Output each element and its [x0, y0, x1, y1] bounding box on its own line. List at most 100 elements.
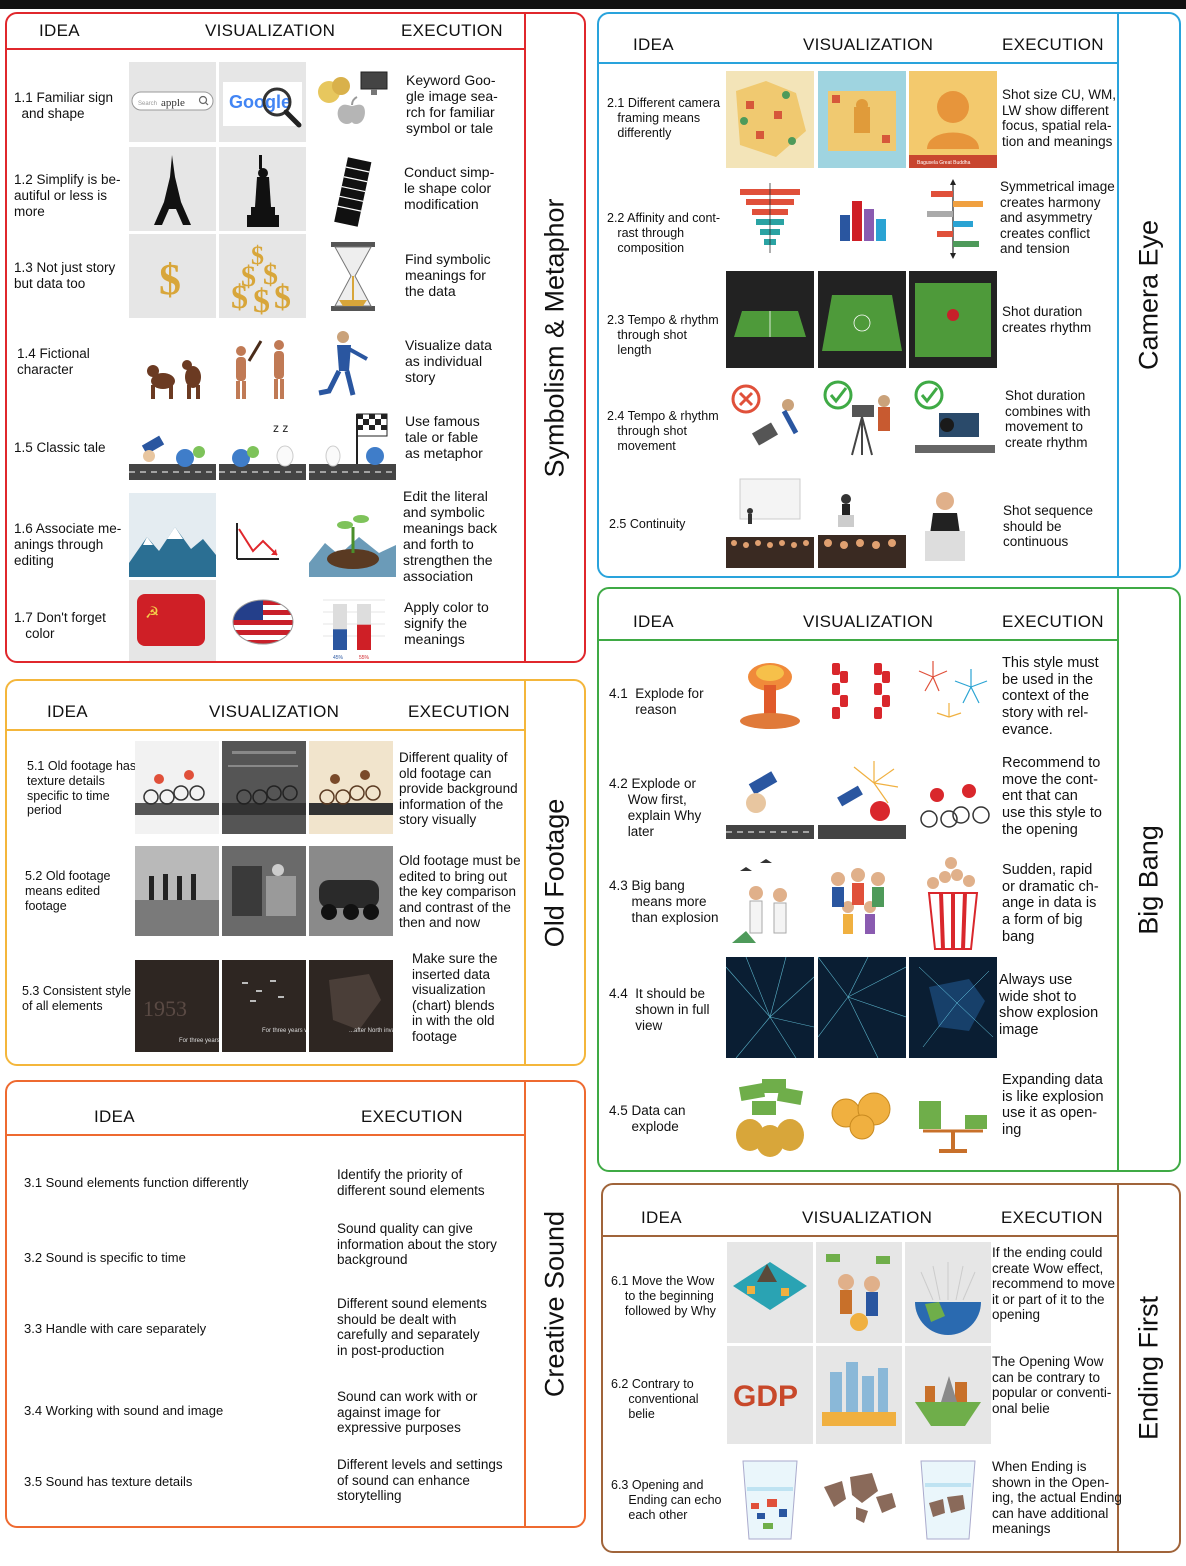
panel-title: Creative Sound: [539, 1210, 570, 1398]
idea-2-3: 2.3 Tempo & rhythm through shot length: [607, 313, 719, 357]
bar-blue: [333, 629, 347, 650]
svg-text:$: $: [159, 255, 181, 304]
panel-side-label: Old Footage: [524, 681, 584, 1064]
exec-6-1: If the ending could create Wow effect, r…: [992, 1245, 1116, 1323]
header-execution: EXECUTION: [408, 702, 510, 721]
image-tortoise-and-hare: z z: [219, 408, 306, 490]
idea-1-6: 1.6 Associate me- anings through editing: [14, 521, 122, 568]
image-soviet-flag: ☭: [129, 580, 216, 661]
idea-4-4: 4.4 It should be shown in full view: [609, 986, 710, 1033]
exec-5-3: Make sure the inserted data visualizatio…: [412, 951, 498, 1044]
image-crowd-popcorn: [909, 853, 997, 954]
image-cyclists-sepia: [309, 741, 393, 834]
image-cyclists-grainy: [222, 741, 306, 834]
image-leaning-tower-pisa: [309, 147, 396, 231]
image-apple-fruit-logo: [309, 62, 396, 142]
exec-4-3: Sudden, rapid or dramatic ch- ange in da…: [1002, 862, 1099, 945]
image-lecture-medium: [818, 471, 906, 568]
panel-title: Old Footage: [539, 798, 570, 947]
svg-text:$: $: [253, 283, 270, 318]
idea-1-2: 1.2 Simplify is be- autiful or less is m…: [14, 172, 121, 219]
image-pitch-medium: [818, 271, 906, 368]
idea-1-1: 1.1 Familiar sign and shape: [14, 90, 114, 121]
header-visualization: VISUALIZATION: [803, 35, 934, 54]
header-visualization: VISUALIZATION: [205, 21, 336, 40]
exec-5-2: Old footage must be edited to bring out …: [399, 853, 521, 931]
image-dark-year-footage: 1953 For three years: [135, 960, 219, 1052]
image-map-medium-shot: [818, 71, 906, 168]
svg-text:z z: z z: [273, 421, 288, 435]
panel-title: Camera Eye: [1133, 219, 1164, 371]
panel-header: IDEA VISUALIZATION EXECUTION: [599, 28, 1119, 64]
panel-title: Ending First: [1133, 1295, 1164, 1441]
exec-6-2: The Opening Wow can be contrary to popul…: [992, 1354, 1112, 1416]
year-text: 1953: [143, 996, 187, 1021]
exec-2-3: Shot duration creates rhythm: [1002, 304, 1092, 335]
idea-2-1: 2.1 Different camera framing means diffe…: [607, 96, 721, 140]
idea-2-5: 2.5 Continuity: [609, 517, 686, 531]
header-idea: IDEA: [633, 35, 674, 54]
image-gold-coins: [818, 1061, 906, 1162]
image-money-bags: [726, 1061, 814, 1162]
image-3d-bars: [818, 171, 906, 268]
header-visualization: VISUALIZATION: [802, 1208, 933, 1227]
panel-header: IDEA VISUALIZATION EXECUTION: [599, 605, 1119, 641]
exec-2-5: Shot sequence should be continuous: [1003, 503, 1094, 550]
image-money-balance: [909, 1061, 997, 1162]
image-hourglass-money: [309, 234, 396, 318]
image-two-people-birds: [726, 853, 814, 954]
panel-old-footage: IDEA VISUALIZATION EXECUTION Old Footage…: [5, 679, 586, 1066]
exec-1-2: Conduct simp- le shape color modificatio…: [404, 164, 495, 213]
image-lecture-closeup: [909, 471, 997, 568]
svg-text:$: $: [274, 279, 291, 316]
image-gdp-text: GDP: [727, 1346, 813, 1444]
image-gold-dollar-sign: $: [129, 234, 216, 318]
image-statue-of-liberty: [219, 147, 306, 231]
idea-1-4: 1.4 Fictional character: [17, 346, 90, 377]
image-dark-planes-footage: For three years war gripped the Korean..…: [222, 960, 306, 1052]
image-network-map: [909, 957, 997, 1058]
search-placeholder: Search: [138, 101, 157, 107]
header-idea: IDEA: [641, 1208, 682, 1227]
bar-red: [357, 624, 371, 650]
exec-4-4: Always use wide shot to show explosion i…: [999, 972, 1099, 1039]
exec-3-4: Sound can work with or against image for…: [337, 1389, 478, 1436]
idea-5-3: 5.3 Consistent style of all elements: [22, 984, 132, 1013]
image-water-glass-map: [727, 1447, 813, 1546]
exec-3-2: Sound quality can give information about…: [337, 1221, 497, 1268]
svg-text:$: $: [241, 260, 256, 293]
idea-3-2: 3.2 Sound is specific to time: [24, 1250, 186, 1265]
image-falling-line-chart: [219, 493, 306, 577]
idea-3-1: 3.1 Sound elements function differently: [24, 1175, 249, 1190]
exec-4-5: Expanding data is like explosion use it …: [1002, 1072, 1104, 1139]
image-old-photo-marching: [135, 846, 219, 936]
image-fireworks: [909, 647, 997, 750]
buddha-caption: Bagusela Great Buddha: [917, 160, 971, 166]
image-usa-flag-button: [219, 580, 306, 661]
image-cyclists-color: [135, 741, 219, 834]
image-red-blue-bars: 45% 55%: [309, 580, 396, 661]
idea-6-2: 6.2 Contrary to conventional belie: [611, 1377, 699, 1421]
idea-2-4: 2.4 Tempo & rhythm through shot movement: [607, 409, 719, 453]
caption-2: For three years war gripped the Korean..…: [262, 1028, 306, 1034]
image-buddha-closeup: Bagusela Great Buddha: [909, 71, 997, 168]
image-pitch-wide: [726, 271, 814, 368]
image-tale-start-gun: [129, 408, 216, 490]
idea-1-3: 1.3 Not just story but data too: [14, 260, 116, 291]
header-idea: IDEA: [39, 21, 80, 40]
header-execution: EXECUTION: [361, 1107, 463, 1126]
image-old-photo-locomotive: [309, 846, 393, 936]
header-visualization: VISUALIZATION: [803, 612, 934, 631]
exec-4-2: Recommend to move the cont- ent that can…: [1002, 755, 1102, 838]
image-network-lines-2: [818, 957, 906, 1058]
panel-title: Big Bang: [1133, 824, 1164, 935]
image-isometric-city: [727, 1242, 813, 1343]
idea-4-3: 4.3 Big bang means more than explosion: [609, 878, 719, 925]
exec-4-1: This style must be used in the context o…: [1002, 655, 1099, 738]
idea-5-1: 5.1 Old footage has texture details spec…: [27, 759, 137, 818]
image-evolution-ape: [129, 321, 216, 405]
image-map-wide-shot: [726, 71, 814, 168]
image-nuclear-explosion: [726, 647, 814, 750]
top-rule: [0, 0, 1186, 9]
panel-title: Symbolism & Metaphor: [539, 197, 570, 478]
